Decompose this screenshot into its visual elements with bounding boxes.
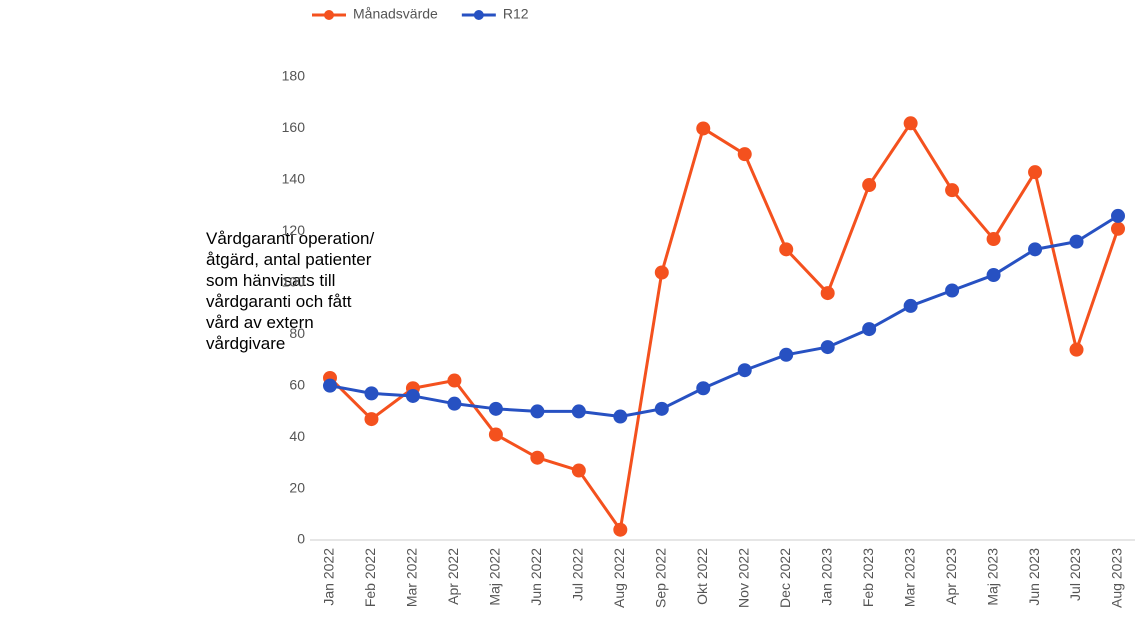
x-tick-label: Jul 2022	[570, 548, 586, 601]
x-tick-label: Apr 2023	[943, 548, 959, 605]
data-point	[1069, 234, 1084, 249]
y-tick-label: 20	[289, 479, 305, 495]
series-line	[329, 214, 1119, 419]
data-point	[779, 347, 794, 362]
data-point	[405, 388, 420, 403]
data-point	[862, 178, 877, 193]
data-point	[654, 401, 669, 416]
data-point	[571, 404, 586, 419]
data-point	[530, 450, 545, 465]
data-point	[986, 268, 1001, 283]
data-point	[530, 404, 545, 419]
x-tick-label: Apr 2022	[445, 548, 461, 605]
data-point	[447, 373, 462, 388]
data-point	[1111, 221, 1125, 236]
data-point	[323, 378, 337, 393]
data-point	[696, 121, 711, 136]
data-point	[862, 322, 877, 337]
y-tick-label: 40	[289, 428, 305, 444]
x-tick-label: Mar 2022	[404, 548, 420, 607]
x-tick-label: Dec 2022	[777, 548, 793, 608]
y-tick-label: 160	[282, 119, 306, 135]
y-tick-label: 0	[297, 531, 305, 547]
y-axis-label: Vårdgaranti operation/åtgärd, antal pati…	[206, 229, 375, 353]
data-point	[364, 386, 379, 401]
data-point	[945, 183, 960, 198]
data-point	[737, 147, 752, 162]
legend-dot	[324, 10, 334, 20]
x-tick-label: Maj 2023	[984, 548, 1000, 606]
data-point	[1069, 342, 1084, 357]
y-tick-label: 180	[282, 68, 306, 84]
legend-label: R12	[503, 6, 529, 22]
y-tick-label: 60	[289, 376, 305, 392]
x-tick-label: Aug 2022	[611, 548, 627, 608]
data-point	[654, 265, 669, 280]
x-tick-label: Maj 2022	[487, 548, 503, 606]
data-point	[613, 409, 628, 424]
x-tick-label: Mar 2023	[901, 548, 917, 607]
data-point	[364, 412, 379, 427]
y-tick-label: 80	[289, 325, 305, 341]
data-point	[1028, 242, 1043, 257]
data-point	[488, 427, 503, 442]
x-tick-label: Okt 2022	[694, 548, 710, 605]
legend-dot	[473, 10, 484, 20]
data-point	[447, 396, 462, 411]
y-tick-label: 100	[282, 273, 306, 289]
x-tick-label: Jan 2023	[818, 548, 834, 606]
y-tick-label: 140	[282, 171, 306, 187]
data-point	[903, 116, 918, 131]
data-point	[1111, 208, 1125, 223]
data-point	[903, 298, 918, 313]
data-point	[696, 381, 711, 396]
y-tick-label: 120	[282, 222, 306, 238]
x-tick-label: Jun 2023	[1026, 548, 1042, 606]
x-tick-label: Sep 2022	[652, 548, 668, 608]
data-point	[737, 363, 752, 378]
data-point	[779, 242, 794, 257]
data-point	[613, 522, 628, 537]
x-tick-label: Feb 2023	[860, 548, 876, 607]
x-tick-label: Jun 2022	[528, 548, 544, 606]
x-tick-label: Jan 2022	[321, 548, 337, 606]
x-tick-label: Nov 2022	[735, 548, 751, 608]
x-tick-label: Feb 2022	[362, 548, 378, 607]
data-point	[820, 340, 835, 355]
x-tick-label: Aug 2023	[1109, 548, 1125, 608]
data-point	[488, 401, 503, 416]
data-point	[571, 463, 586, 478]
data-point	[986, 232, 1001, 247]
data-point	[945, 283, 960, 298]
x-tick-label: Jul 2023	[1067, 548, 1083, 601]
legend-label: Månadsvärde	[353, 6, 438, 22]
series-line	[328, 121, 1120, 532]
data-point	[820, 286, 835, 301]
data-point	[1028, 165, 1043, 180]
